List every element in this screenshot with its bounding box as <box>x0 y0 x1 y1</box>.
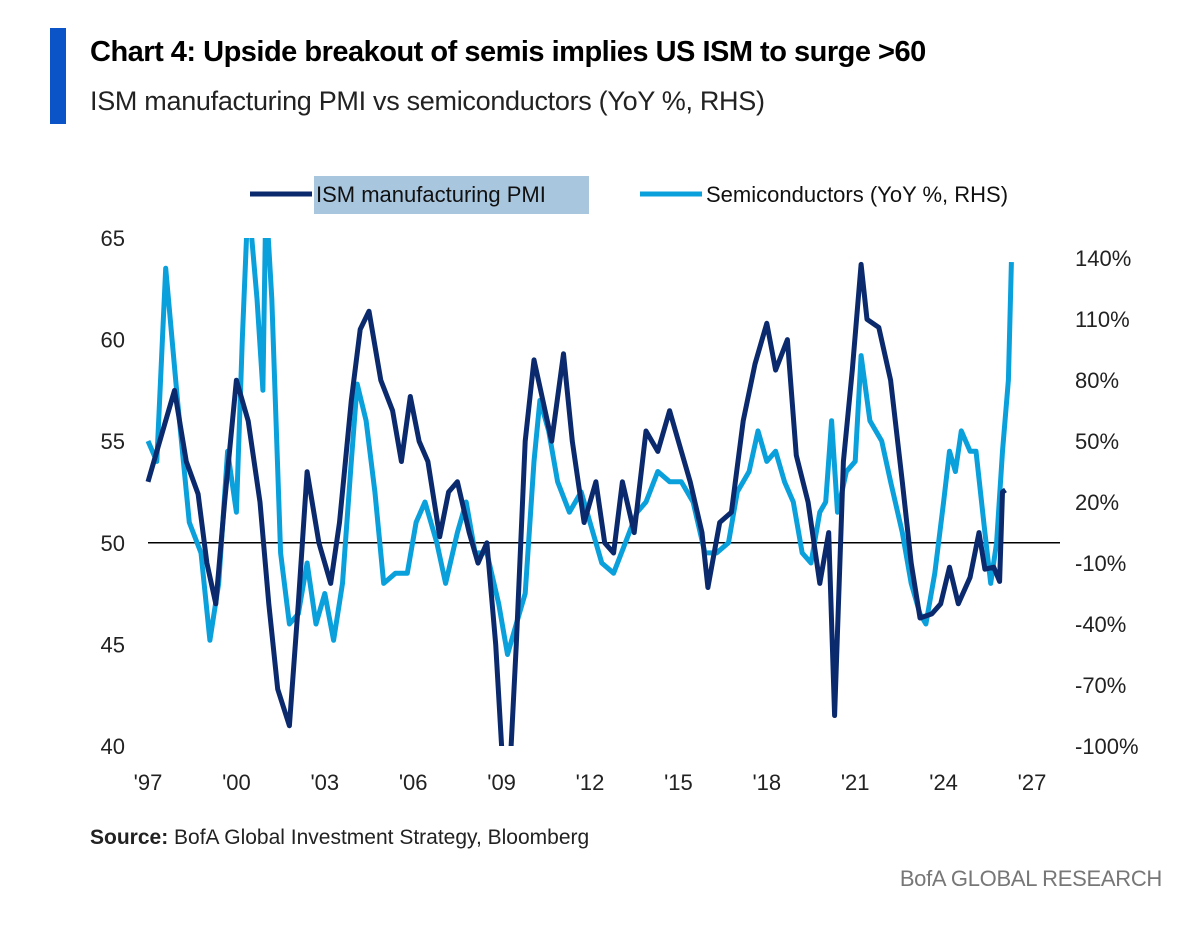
y-right-tick-label: -100% <box>1075 734 1139 759</box>
y-right-tick-label: 110% <box>1075 307 1130 332</box>
y-left-tick-label: 55 <box>101 429 125 454</box>
y-right-tick-label: 80% <box>1075 368 1119 393</box>
chart-subtitle: ISM manufacturing PMI vs semiconductors … <box>90 86 765 116</box>
y-left-tick-label: 65 <box>101 226 125 251</box>
y-right-tick-label: -10% <box>1075 551 1126 576</box>
y-right-tick-label: -70% <box>1075 673 1126 698</box>
y-right-tick-label: 140% <box>1075 246 1131 271</box>
series-line-ism <box>145 261 1007 746</box>
x-tick-label: '00 <box>222 770 251 795</box>
source-label: Source: <box>90 826 169 849</box>
x-tick-label: '18 <box>752 770 781 795</box>
x-tick-label: '24 <box>929 770 958 795</box>
x-tick-label: '12 <box>576 770 605 795</box>
x-tick-label: '97 <box>134 770 163 795</box>
y-right-tick-label: -40% <box>1075 612 1126 637</box>
legend-label-ism: ISM manufacturing PMI <box>316 182 546 207</box>
y-right-tick-label: 20% <box>1075 490 1119 515</box>
brand-label: BofA GLOBAL RESEARCH <box>899 866 1162 891</box>
x-tick-label: '21 <box>841 770 870 795</box>
y-left-tick-label: 40 <box>101 734 125 759</box>
y-right-tick-label: 50% <box>1075 429 1119 454</box>
x-tick-label: '03 <box>310 770 339 795</box>
y-left-tick-label: 45 <box>101 632 125 657</box>
x-tick-label: '27 <box>1018 770 1047 795</box>
source-note: Source: BofA Global Investment Strategy,… <box>90 826 589 850</box>
chart-title: Chart 4: Upside breakout of semis implie… <box>90 36 926 68</box>
y-left-tick-label: 50 <box>101 531 125 556</box>
x-tick-label: '06 <box>399 770 428 795</box>
legend-label-semis: Semiconductors (YoY %, RHS) <box>706 182 1008 207</box>
y-left-tick-label: 60 <box>101 328 125 353</box>
title-accent-bar <box>50 28 66 124</box>
source-text: BofA Global Investment Strategy, Bloombe… <box>174 826 590 849</box>
series-line-semis <box>145 238 1014 657</box>
x-tick-label: '09 <box>487 770 516 795</box>
legend-highlight <box>314 176 589 214</box>
x-tick-label: '15 <box>664 770 693 795</box>
